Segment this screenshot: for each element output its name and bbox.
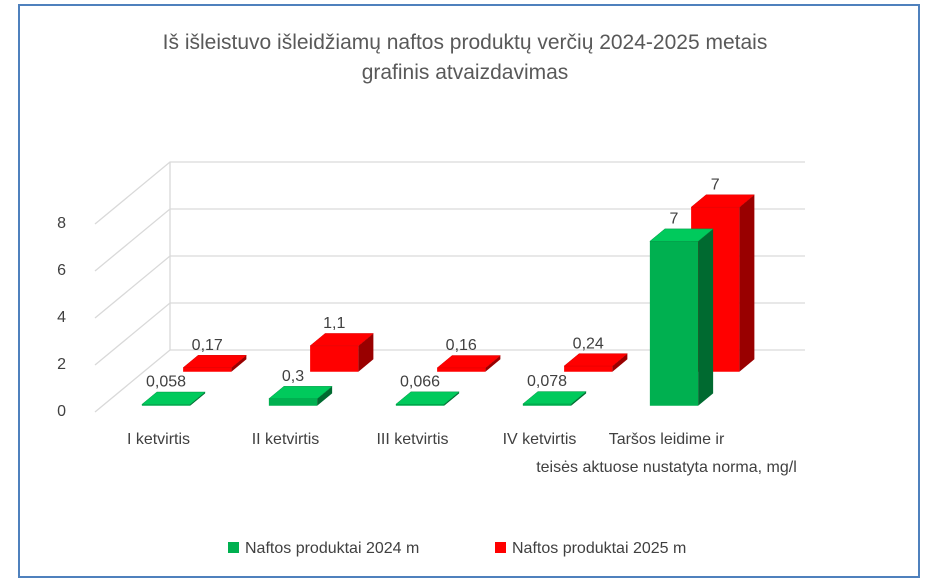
bar-front [522,403,572,406]
bar-front [141,404,191,406]
bar-front [268,398,318,406]
legend-swatch [495,542,506,553]
value-label: 7 [670,211,679,228]
bar-top [268,386,333,399]
chart-title: Iš išleistuvo išleidžiamų naftos produkt… [162,31,768,84]
y-tick-label: 0 [57,403,66,420]
value-label: 0,16 [446,337,477,354]
bar-front [310,345,359,372]
bar-top [309,333,375,347]
bar-side [231,355,247,372]
bar-side [317,386,333,406]
value-label: 7 [711,176,720,193]
bar-top [141,391,206,405]
value-label: 0,066 [400,373,440,390]
bar-side [444,391,460,406]
y-tick-label: 4 [57,309,66,326]
value-label: 0,3 [282,368,304,385]
legend-swatch [228,542,239,553]
bar-front [183,367,232,372]
bar-side [485,355,501,372]
legend-label: Naftos produktai 2025 m [512,540,686,557]
value-label: 0,058 [146,374,186,391]
bar-top [522,391,587,405]
bar-side [739,194,755,372]
bar-top [395,391,460,405]
bar-front [649,241,699,406]
bar-front [564,366,613,372]
y-tick-label: 8 [57,215,66,232]
value-label: 0,24 [573,335,604,352]
bar-side [698,228,714,406]
value-label: 1,1 [323,315,345,332]
value-label: 0,078 [527,373,567,390]
x-tick-label: III ketvirtis [376,431,449,448]
bar-top [563,353,629,367]
x-tick-label: I ketvirtis [126,431,191,448]
legend-label: Naftos produktai 2024 m [245,540,419,557]
y-tick-label: 2 [57,356,66,373]
bar-front [395,404,445,406]
x-tick-label: Taršos leidime ir teisės aktuose nustaty… [536,431,797,476]
bar-top [182,355,248,368]
bar-front [437,367,486,372]
x-tick-label: IV ketvirtis [502,431,577,448]
y-tick-label: 6 [57,262,66,279]
chart-frame [18,4,920,578]
bar-top [436,355,502,369]
value-label: 0,17 [192,337,223,354]
bar-side [612,353,628,372]
x-tick-label: II ketvirtis [251,431,320,448]
bar-top [649,228,714,242]
bar-side [571,391,587,406]
bar-top [690,194,756,208]
bar-side [190,392,206,406]
